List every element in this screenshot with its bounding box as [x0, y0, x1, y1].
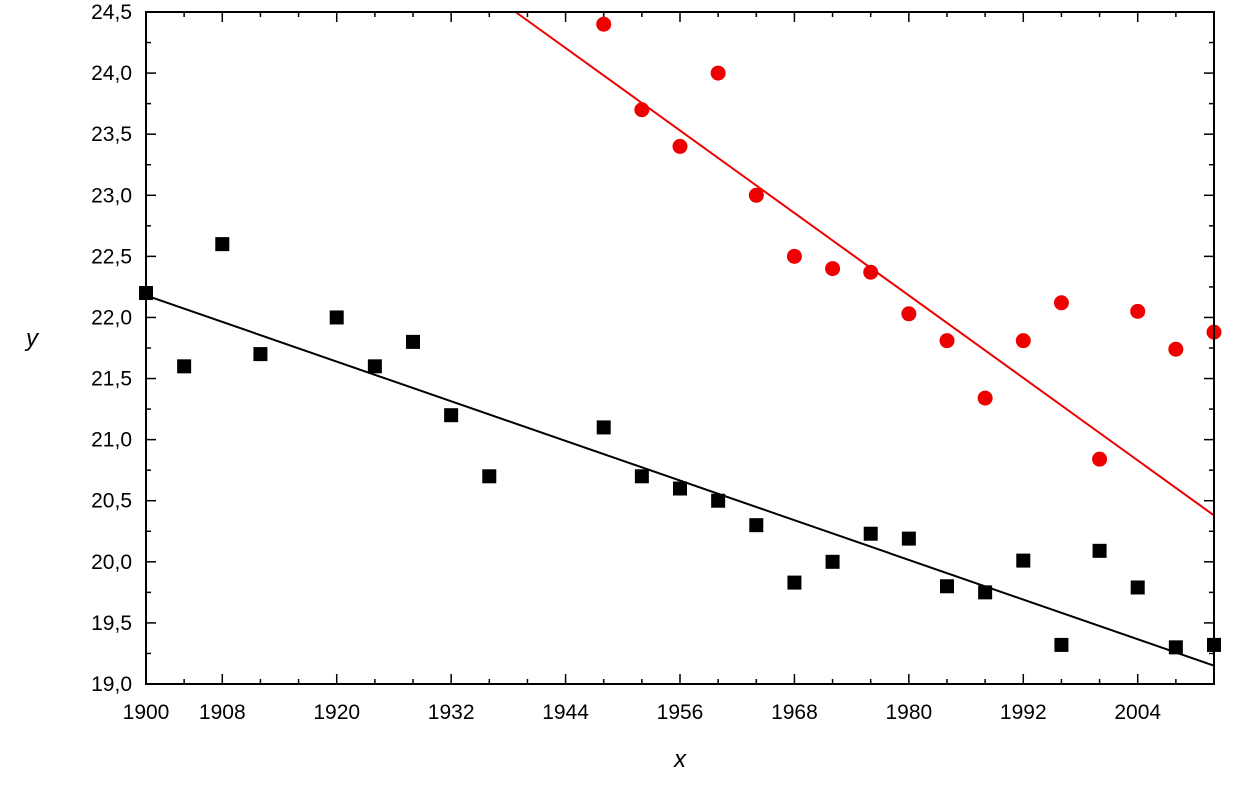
data-point-square [1168, 640, 1183, 655]
y-tick-label: 20,0 [91, 551, 132, 574]
data-point-circle [1168, 341, 1184, 357]
data-point-circle [672, 138, 688, 154]
data-point-square [749, 518, 764, 533]
data-point-circle [863, 264, 879, 280]
data-point-square [863, 526, 878, 541]
y-tick-label: 21,0 [91, 429, 132, 452]
x-tick-label: 1944 [542, 701, 589, 724]
data-point-square [177, 359, 192, 374]
data-point-square [978, 585, 993, 600]
data-point-circle [1015, 333, 1031, 349]
data-point-circle [825, 261, 841, 277]
y-axis-title: y [24, 325, 40, 352]
x-tick-label: 1956 [657, 701, 704, 724]
y-tick-label: 22,0 [91, 306, 132, 329]
data-point-circle [1092, 451, 1108, 467]
data-points [139, 16, 1222, 655]
data-point-square [1016, 553, 1031, 568]
data-point-circle [1130, 303, 1146, 319]
y-tick-label: 20,5 [91, 490, 132, 513]
x-tick-label: 1908 [199, 701, 246, 724]
fit-line-black [145, 294, 1215, 667]
data-point-circle [939, 333, 955, 349]
data-point-square [787, 575, 802, 590]
y-tick-label: 22,5 [91, 245, 132, 268]
x-tick-label: 1992 [1000, 701, 1047, 724]
data-point-square [329, 310, 344, 325]
y-tick-label: 19,5 [91, 612, 132, 635]
x-axis-ticks: 1900 1908 1920 1932 1944 1956 1968 1980 1992 2004 [123, 12, 1215, 724]
x-tick-label: 1920 [313, 701, 360, 724]
data-point-circle [977, 390, 993, 406]
data-point-square [215, 237, 230, 252]
y-axis-ticks: 19,0 19,5 20,0 20,5 21,0 21,5 22,0 22,5 23,0 23,5… [91, 1, 1214, 696]
data-point-square [673, 481, 687, 496]
data-point-circle [748, 187, 764, 203]
y-tick-label: 23,5 [91, 123, 132, 146]
data-point-square [406, 334, 420, 349]
data-point-square [711, 493, 726, 508]
x-axis-title: x [673, 746, 687, 773]
x-tick-label: 2004 [1114, 701, 1161, 724]
data-point-square [825, 554, 840, 569]
x-tick-label: 1968 [771, 701, 818, 724]
data-point-square [901, 531, 916, 546]
data-point-circle [710, 65, 726, 81]
plot-frame [145, 11, 1215, 685]
x-tick-label: 1980 [885, 701, 932, 724]
fit-line-red [515, 11, 1215, 517]
data-point-square [596, 420, 611, 435]
x-tick-label: 1900 [123, 701, 170, 724]
data-point-circle [1053, 295, 1069, 311]
data-point-square [1054, 637, 1069, 652]
data-point-square [253, 347, 268, 362]
y-tick-label: 19,0 [91, 673, 132, 696]
fit-lines [145, 11, 1215, 667]
data-point-square [367, 359, 382, 374]
data-point-square [634, 469, 649, 484]
data-point-square [940, 579, 954, 594]
data-point-square [444, 408, 459, 423]
data-point-square [1092, 543, 1107, 558]
y-tick-label: 21,5 [91, 368, 132, 391]
y-tick-label: 23,0 [91, 184, 132, 207]
data-point-circle [596, 16, 612, 32]
x-tick-label: 1932 [428, 701, 475, 724]
data-point-circle [634, 102, 650, 118]
y-tick-label: 24,5 [91, 1, 132, 24]
data-point-circle [901, 306, 917, 322]
data-point-circle [786, 248, 802, 264]
data-point-square [1130, 580, 1145, 595]
y-tick-label: 24,0 [91, 62, 132, 85]
data-point-square [482, 469, 497, 484]
